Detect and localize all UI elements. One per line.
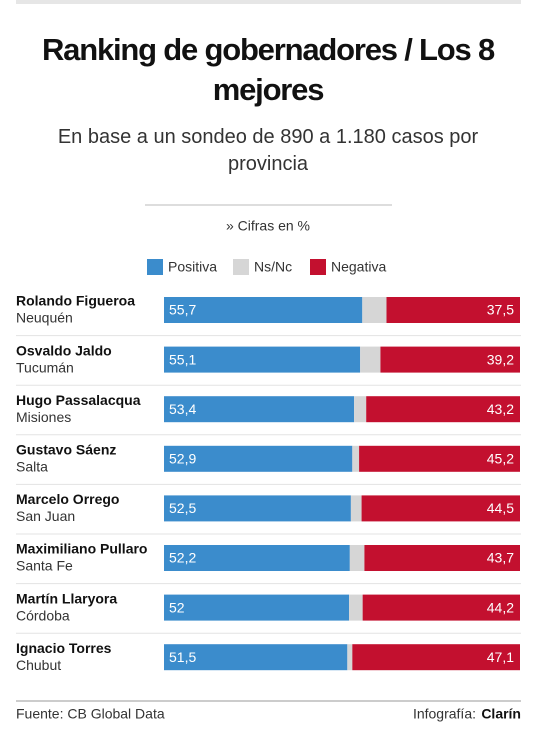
value-label: 44,5 [487,500,514,516]
bar-segment [362,594,520,621]
bar-segment [361,495,520,522]
bar-segment [164,644,348,671]
legend-swatch [233,259,249,275]
value-label: 44,2 [487,599,514,615]
bar-segment [164,297,363,323]
legend-label: Negativa [331,259,386,275]
bar-segment [164,396,355,423]
legend-label: Ns/Nc [254,259,292,275]
credit-label: Infografía: [413,706,476,722]
legend-swatch [147,259,163,275]
row-name: Osvaldo Jaldo [16,342,112,358]
bar-segment [380,346,520,373]
row-name: Gustavo Sáenz [16,442,116,458]
row-name: Martín Llaryora [16,590,117,606]
bar-segment [352,445,360,472]
row-name: Ignacio Torres [16,640,112,656]
value-label: 43,2 [487,401,514,417]
bar-segment [164,594,350,621]
value-label: 51,5 [169,649,196,665]
value-label: 53,4 [169,401,196,417]
value-label: 37,5 [487,302,514,318]
chart-title: Ranking de gobernadores / Los 8 mejores [41,32,495,107]
value-label: 47,1 [487,649,514,665]
bar-segment [349,545,365,571]
bar-segment [352,644,520,671]
top-bar [16,0,521,4]
row-province: Salta [16,459,48,475]
row-name: Maximiliano Pullaro [16,541,147,557]
row-province: Santa Fe [16,558,73,574]
row-province: Misiones [16,409,71,425]
value-label: 43,7 [487,550,514,566]
bar-segment [366,396,520,423]
value-label: 52 [169,599,185,615]
legend-label: Positiva [168,259,217,275]
credit-brand: Clarín [481,706,521,722]
bar-segment [164,445,353,472]
value-label: 52,5 [169,500,196,516]
value-label: 55,1 [169,351,196,367]
bar-segment [354,396,367,423]
row-province: Neuquén [16,310,73,326]
bar-segment [164,346,361,373]
bar-segment [164,495,351,522]
row-province: San Juan [16,508,75,524]
row-name: Rolando Figueroa [16,293,135,309]
bar-segment [359,445,520,472]
legend-swatch [310,259,326,275]
value-label: 39,2 [487,351,514,367]
source: Fuente: CB Global Data [16,706,165,722]
value-label: 52,9 [169,451,196,467]
bar-segment [364,545,520,571]
bar-segment [350,495,362,522]
value-label: 52,2 [169,550,196,566]
row-province: Chubut [16,657,61,673]
bar-segment [349,594,363,621]
chart-subtitle: En base a un sondeo de 890 a 1.180 casos… [57,126,479,175]
bar-segment [386,297,520,323]
row-name: Marcelo Orrego [16,491,119,507]
bar-segment [362,297,387,323]
row-province: Córdoba [16,607,70,623]
row-province: Tucumán [16,359,74,375]
bar-segment [347,644,353,671]
value-label: 55,7 [169,302,196,318]
note: » Cifras en % [226,218,310,234]
value-label: 45,2 [487,451,514,467]
bar-segment [164,545,350,571]
row-name: Hugo Passalacqua [16,392,141,408]
bar-segment [360,346,381,373]
